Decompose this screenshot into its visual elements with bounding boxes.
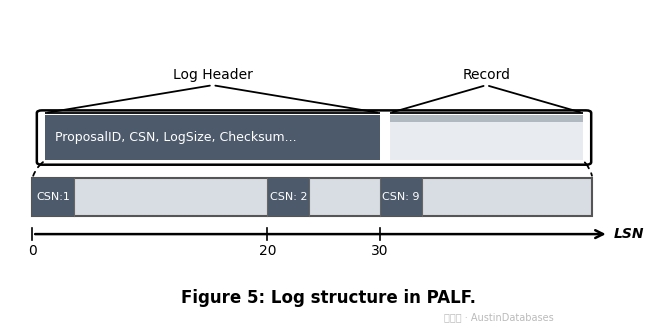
Bar	[380, 178, 422, 216]
Text: CSN: 2: CSN: 2	[269, 192, 307, 202]
Text: Record: Record	[463, 68, 510, 82]
Bar	[267, 178, 309, 216]
Text: CSN:1: CSN:1	[36, 192, 70, 202]
Text: Figure 5: Log structure in PALF.: Figure 5: Log structure in PALF.	[181, 289, 476, 307]
Text: 30: 30	[371, 244, 389, 258]
Bar	[45, 115, 380, 160]
Text: CSN: 9: CSN: 9	[382, 192, 420, 202]
Text: 20: 20	[259, 244, 276, 258]
Text: Log Header: Log Header	[173, 68, 252, 82]
Text: 0: 0	[28, 244, 37, 258]
Bar	[390, 115, 583, 160]
Text: LSN: LSN	[614, 227, 645, 241]
Text: ProposalID, CSN, LogSize, Checksum...: ProposalID, CSN, LogSize, Checksum...	[55, 131, 296, 144]
Text: 公众号 · AustinDatabases: 公众号 · AustinDatabases	[444, 313, 554, 323]
Bar	[32, 178, 593, 216]
Bar	[390, 115, 583, 122]
Bar	[32, 178, 74, 216]
